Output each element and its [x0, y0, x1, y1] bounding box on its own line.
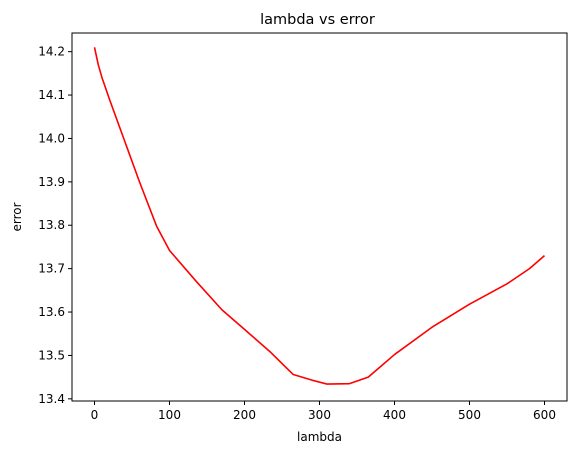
x-tick-label: 500: [458, 408, 481, 422]
y-tick-label: 13.4: [38, 392, 65, 406]
y-tick-label: 13.6: [38, 305, 65, 319]
x-tick-label: 0: [91, 408, 99, 422]
y-tick-label: 14.2: [38, 45, 65, 59]
x-tick-label: 400: [383, 408, 406, 422]
y-tick-label: 13.9: [38, 175, 65, 189]
y-axis-label: error: [10, 202, 24, 231]
x-tick-label: 100: [158, 408, 181, 422]
y-axis: 13.4 13.5 13.6 13.7 13.8 13.9 14.0 14.1 14.2: [38, 45, 72, 406]
y-tick-label: 13.8: [38, 218, 65, 232]
y-tick-label: 13.5: [38, 348, 65, 362]
y-tick-label: 14.0: [38, 131, 65, 145]
x-axis-label: lambda: [297, 430, 342, 444]
x-tick-label: 200: [233, 408, 256, 422]
x-axis: 0 100 200 300 400 500 600: [91, 401, 556, 422]
series-line: [93, 47, 546, 385]
chart-title: lambda vs error: [260, 12, 375, 28]
y-tick-label: 13.7: [38, 262, 65, 276]
x-tick-label: 300: [308, 408, 331, 422]
x-tick-label: 600: [533, 408, 556, 422]
y-tick-label: 14.1: [38, 88, 65, 102]
